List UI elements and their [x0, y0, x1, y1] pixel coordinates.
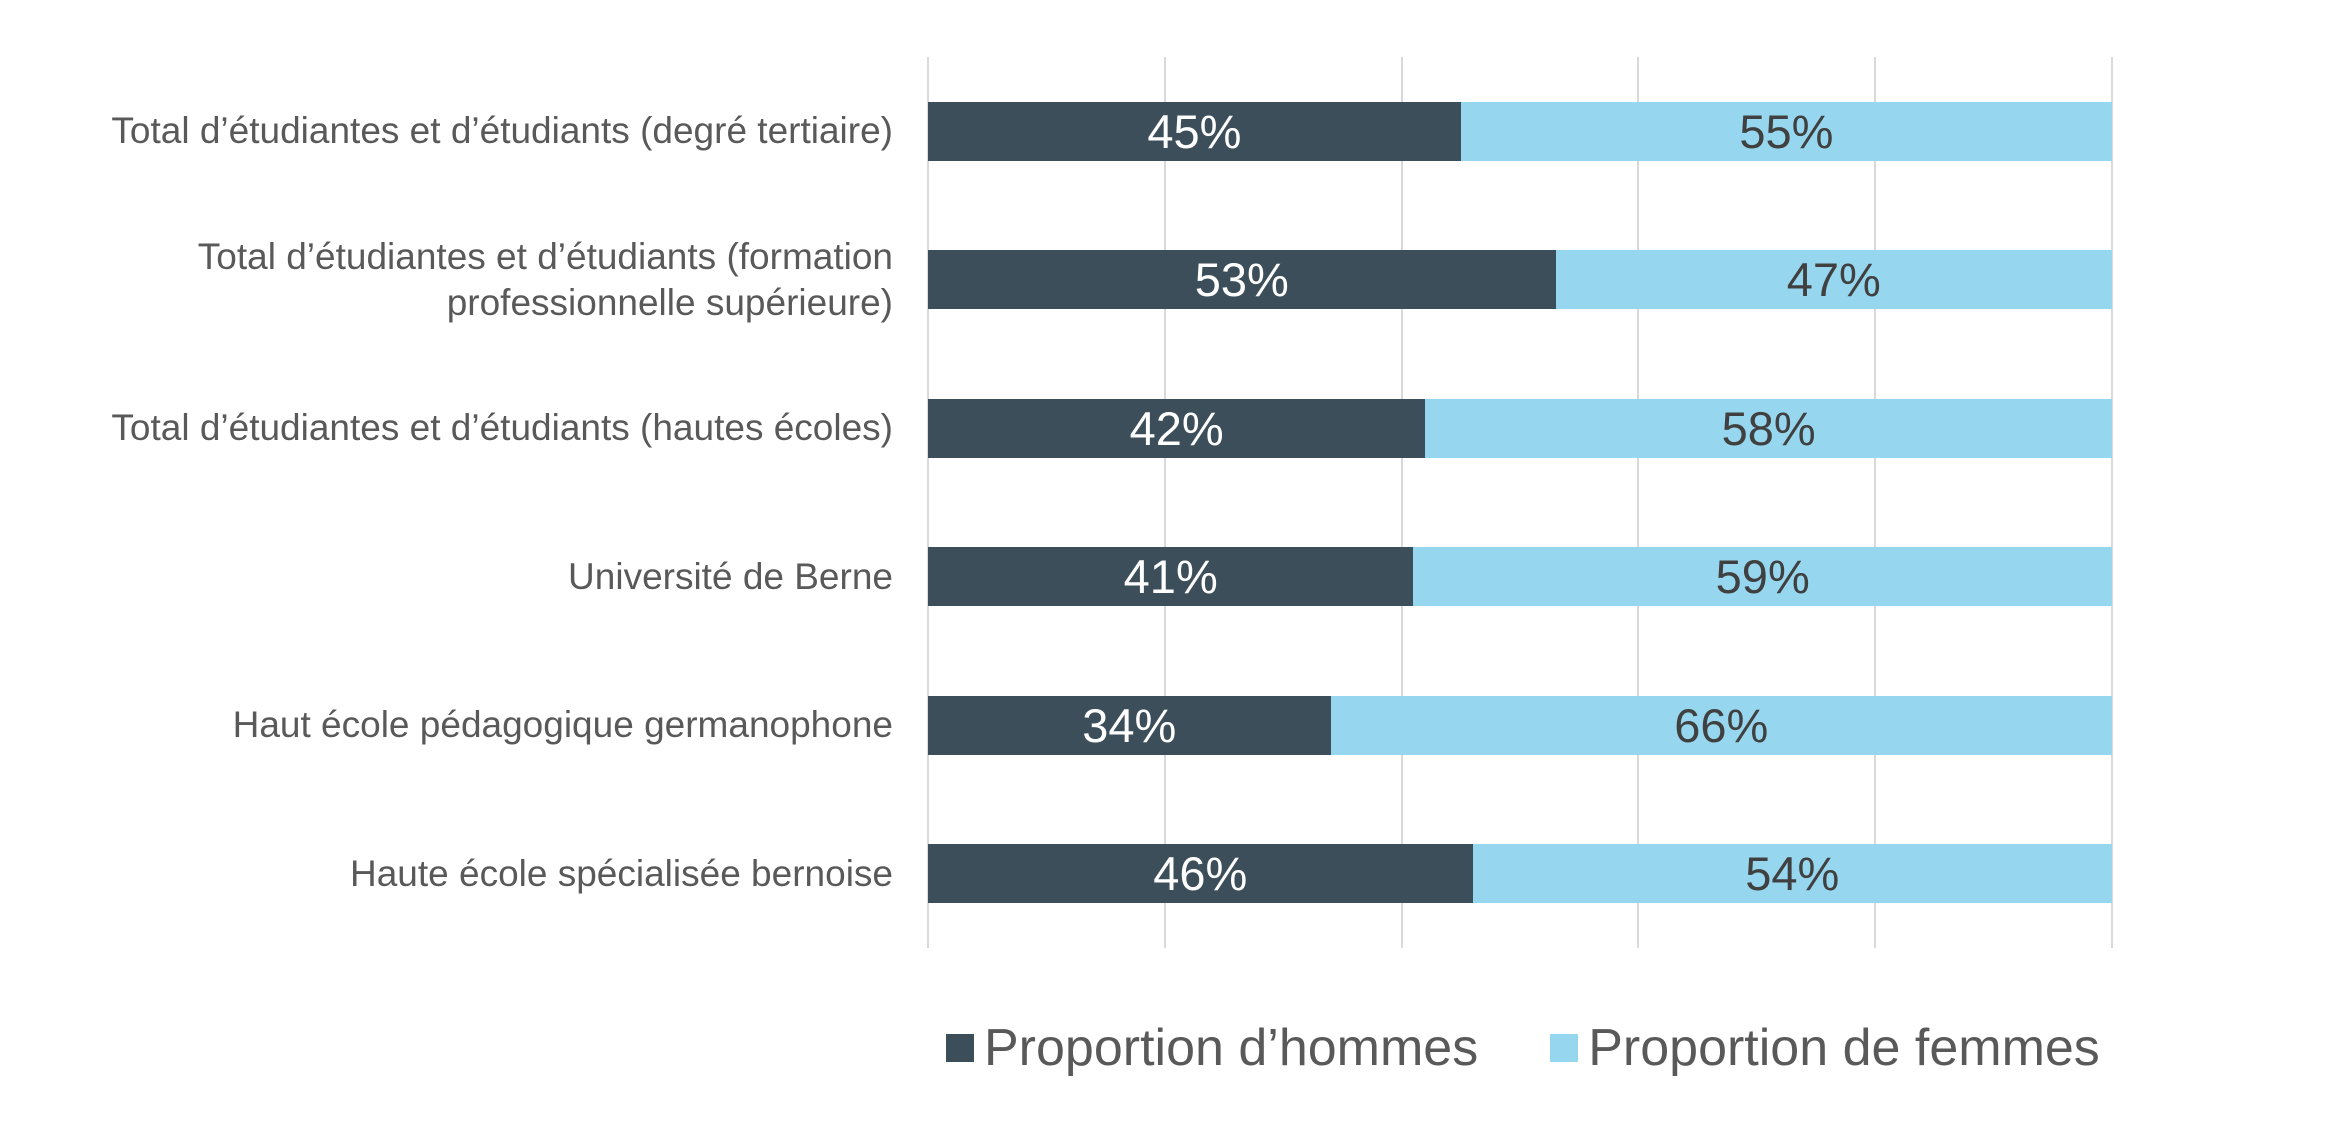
legend-swatch-hommes — [946, 1034, 974, 1062]
men-segment-3: 41% — [928, 547, 1414, 607]
men-value-label-1: 53% — [1194, 253, 1289, 307]
bar-rows: 45% 55% 53% 47% 42% 58% 41% 59% 34% 66% 46% 54% — [928, 57, 2112, 948]
plot-area: 45% 55% 53% 47% 42% 58% 41% 59% 34% 66% 46% 54% — [927, 57, 2113, 948]
stacked-bar-4: 34% 66% — [928, 695, 2112, 755]
men-segment-2: 42% — [928, 398, 1426, 458]
men-segment-4: 34% — [928, 695, 1331, 755]
bar-row-0: 45% 55% — [928, 57, 2112, 206]
men-segment-5: 46% — [928, 844, 1473, 904]
category-label-1: Total d’étudiantes et d’étudiants (forma… — [197, 235, 893, 323]
category-label-3: Université de Berne — [568, 555, 893, 597]
women-value-label-3: 59% — [1715, 550, 1810, 604]
stacked-bar-2: 42% 58% — [928, 398, 2112, 458]
women-value-label-4: 66% — [1674, 698, 1769, 752]
legend-label-hommes: Proportion d’hommes — [984, 1019, 1479, 1077]
category-label-4: Haut école pédagogique germanophone — [232, 704, 893, 746]
women-segment-1: 47% — [1555, 250, 2112, 310]
women-value-label-2: 58% — [1721, 401, 1816, 455]
legend-item-hommes: Proportion d’hommes — [946, 1018, 1478, 1078]
gridline-100 — [2111, 57, 2113, 948]
women-value-label-1: 47% — [1786, 253, 1881, 307]
bar-row-2: 42% 58% — [928, 354, 2112, 503]
gridline-60 — [1637, 57, 1640, 948]
bar-row-1: 53% 47% — [928, 206, 2112, 355]
legend-item-femmes: Proportion de femmes — [1550, 1018, 2100, 1078]
women-value-label-5: 54% — [1745, 847, 1840, 901]
category-label-0: Total d’étudiantes et d’étudiants (degré… — [111, 110, 893, 152]
gridline-80 — [1874, 57, 1877, 948]
women-segment-4: 66% — [1330, 695, 2112, 755]
category-label-5: Haute école spécialisée bernoise — [349, 852, 893, 894]
gridline-40 — [1400, 57, 1403, 948]
category-axis: Total d’étudiantes et d’étudiants (degré… — [0, 57, 915, 948]
bar-row-4: 34% 66% — [928, 651, 2112, 800]
women-value-label-0: 55% — [1739, 104, 1834, 158]
bar-row-5: 46% 54% — [928, 800, 2112, 949]
women-segment-0: 55% — [1460, 101, 2112, 161]
legend-label-femmes: Proportion de femmes — [1588, 1019, 2100, 1077]
legend-swatch-femmes — [1550, 1034, 1579, 1062]
men-segment-1: 53% — [928, 250, 1556, 310]
category-label-2: Total d’étudiantes et d’étudiants (haute… — [111, 407, 893, 449]
women-segment-2: 58% — [1425, 398, 2112, 458]
men-value-label-3: 41% — [1123, 550, 1218, 604]
men-value-label-4: 34% — [1082, 698, 1177, 752]
men-value-label-5: 46% — [1153, 847, 1248, 901]
bar-row-3: 41% 59% — [928, 503, 2112, 652]
men-value-label-0: 45% — [1147, 104, 1242, 158]
gridline-20 — [1163, 57, 1166, 948]
stacked-bar-3: 41% 59% — [928, 547, 2112, 607]
chart-legend: Proportion d’hommes Proportion de femmes — [946, 1010, 2100, 1086]
stacked-bar-0: 45% 55% — [928, 101, 2112, 161]
stacked-bar-1: 53% 47% — [928, 250, 2112, 310]
men-value-label-2: 42% — [1129, 401, 1224, 455]
gridline-0 — [927, 57, 929, 948]
men-segment-0: 45% — [928, 101, 1461, 161]
women-segment-5: 54% — [1472, 844, 2112, 904]
women-segment-3: 59% — [1413, 547, 2112, 607]
stacked-bar-5: 46% 54% — [928, 844, 2112, 904]
